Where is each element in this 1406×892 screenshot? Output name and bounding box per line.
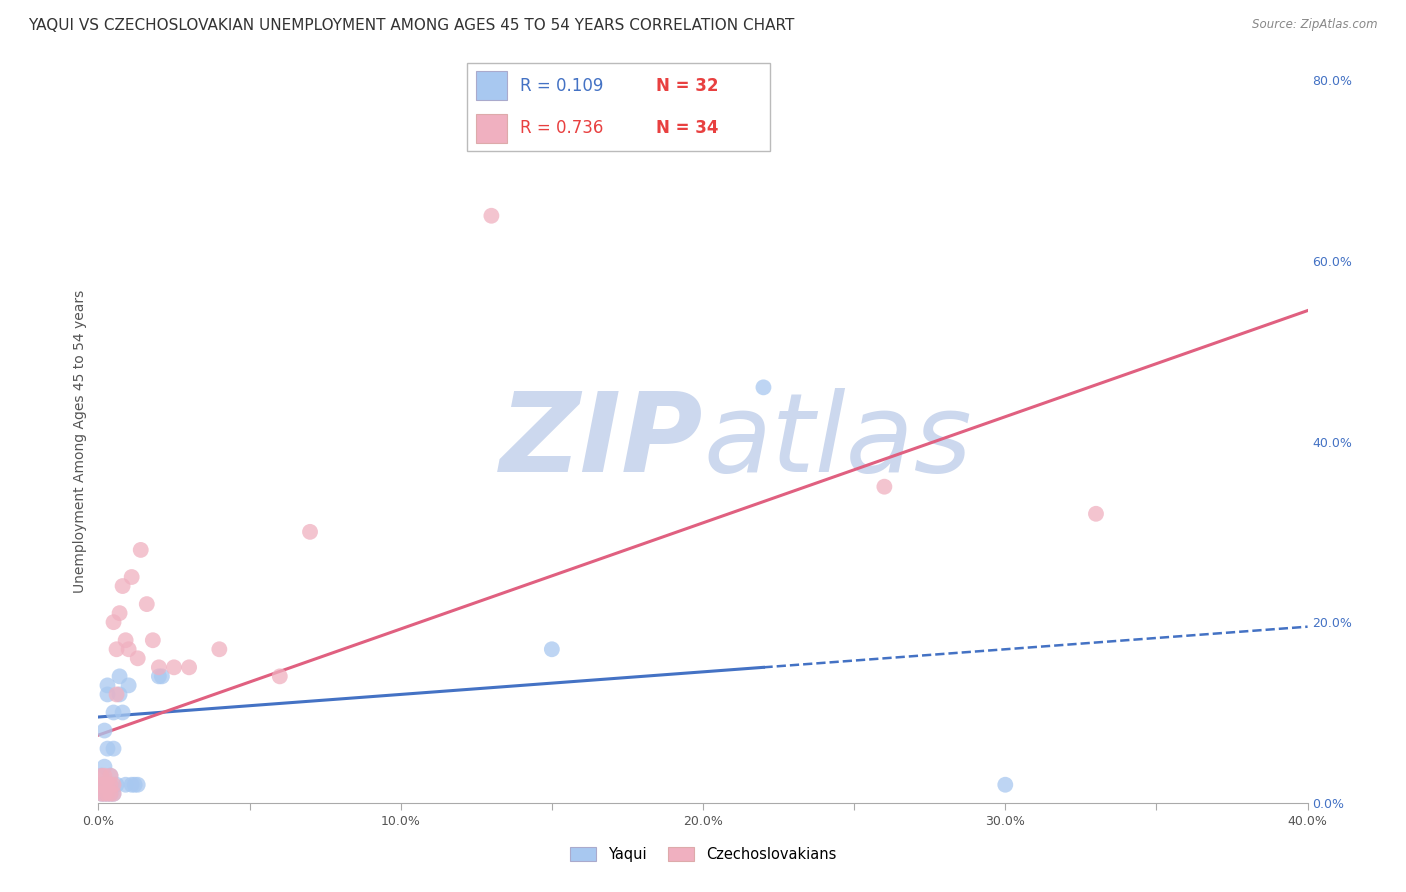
Text: YAQUI VS CZECHOSLOVAKIAN UNEMPLOYMENT AMONG AGES 45 TO 54 YEARS CORRELATION CHAR: YAQUI VS CZECHOSLOVAKIAN UNEMPLOYMENT AM… xyxy=(28,18,794,33)
Point xyxy=(96,778,118,792)
Point xyxy=(96,778,118,792)
FancyBboxPatch shape xyxy=(467,63,770,151)
Point xyxy=(103,778,125,792)
Point xyxy=(93,778,115,792)
Point xyxy=(93,778,115,792)
Point xyxy=(148,660,170,674)
Point xyxy=(100,787,122,801)
FancyBboxPatch shape xyxy=(477,71,508,100)
Point xyxy=(114,778,136,792)
Point xyxy=(100,787,122,801)
Point xyxy=(111,579,134,593)
Point xyxy=(269,669,291,683)
Point xyxy=(127,778,149,792)
Point xyxy=(118,678,141,692)
Point xyxy=(103,787,125,801)
Point xyxy=(108,606,131,620)
Point xyxy=(96,741,118,756)
Point xyxy=(108,687,131,701)
Point xyxy=(103,706,125,720)
Point xyxy=(148,669,170,683)
Point xyxy=(103,787,125,801)
Point xyxy=(105,687,128,701)
Point xyxy=(111,706,134,720)
Point xyxy=(96,787,118,801)
Point xyxy=(93,723,115,738)
Point xyxy=(127,651,149,665)
Point xyxy=(1085,507,1108,521)
Point xyxy=(299,524,322,539)
Point xyxy=(93,760,115,774)
Point xyxy=(124,778,146,792)
Text: R = 0.109: R = 0.109 xyxy=(520,77,603,95)
Point xyxy=(100,769,122,783)
Point xyxy=(150,669,173,683)
Point xyxy=(994,778,1017,792)
Point xyxy=(90,778,112,792)
Point xyxy=(103,741,125,756)
Point xyxy=(121,570,143,584)
Point xyxy=(752,380,775,394)
Point xyxy=(100,778,122,792)
Text: Source: ZipAtlas.com: Source: ZipAtlas.com xyxy=(1253,18,1378,31)
Point xyxy=(100,778,122,792)
Point xyxy=(108,669,131,683)
Point xyxy=(93,769,115,783)
Point xyxy=(481,209,503,223)
Point xyxy=(121,778,143,792)
Point xyxy=(163,660,186,674)
Legend: Yaqui, Czechoslovakians: Yaqui, Czechoslovakians xyxy=(564,840,842,868)
Point xyxy=(105,778,128,792)
Point xyxy=(540,642,562,657)
Point xyxy=(96,787,118,801)
Point xyxy=(118,642,141,657)
Point xyxy=(142,633,165,648)
Point xyxy=(90,787,112,801)
Point xyxy=(105,642,128,657)
Text: N = 32: N = 32 xyxy=(655,77,718,95)
Point xyxy=(90,778,112,792)
Point xyxy=(135,597,157,611)
Point xyxy=(179,660,201,674)
Text: atlas: atlas xyxy=(703,388,972,495)
Y-axis label: Unemployment Among Ages 45 to 54 years: Unemployment Among Ages 45 to 54 years xyxy=(73,290,87,593)
Point xyxy=(90,769,112,783)
Point xyxy=(103,615,125,630)
Point xyxy=(129,542,152,557)
Point xyxy=(208,642,231,657)
Text: R = 0.736: R = 0.736 xyxy=(520,120,603,137)
Text: ZIP: ZIP xyxy=(499,388,703,495)
Text: N = 34: N = 34 xyxy=(655,120,718,137)
Point xyxy=(96,687,118,701)
Point xyxy=(873,480,896,494)
Point xyxy=(93,787,115,801)
Point xyxy=(114,633,136,648)
Point xyxy=(90,769,112,783)
Point xyxy=(100,769,122,783)
Point xyxy=(93,787,115,801)
Point xyxy=(96,678,118,692)
FancyBboxPatch shape xyxy=(477,114,508,143)
Point xyxy=(90,787,112,801)
